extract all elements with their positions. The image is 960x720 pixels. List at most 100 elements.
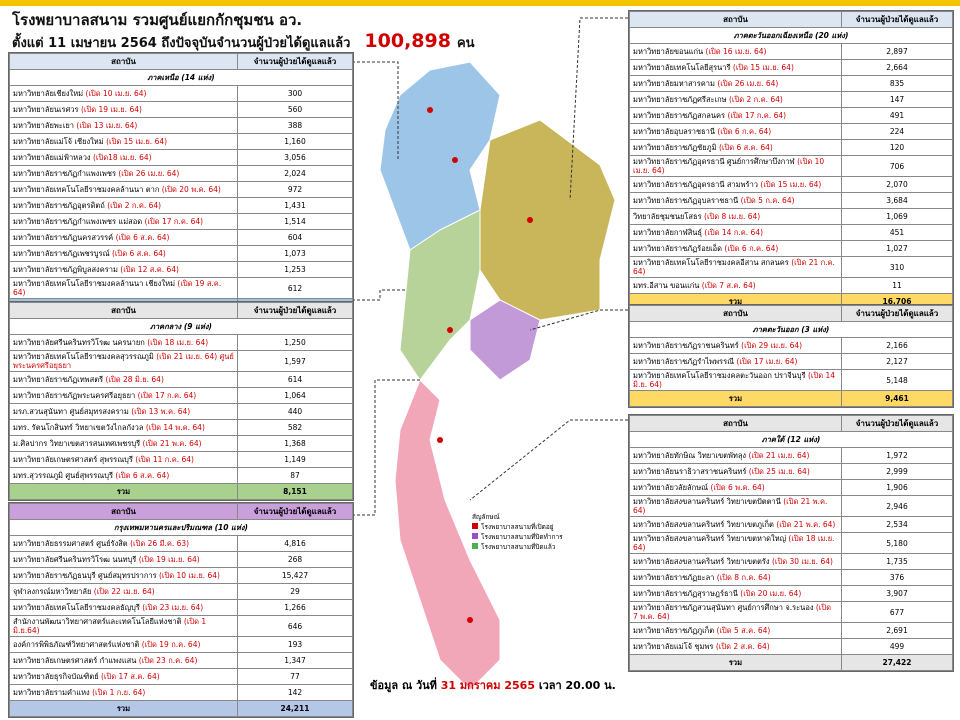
total-count: 100,898 (364, 30, 451, 52)
opened-date: (เปิด 1 มิ.ย.64) (13, 617, 207, 635)
patient-count: 1,069 (841, 208, 953, 225)
opened-date: (เปิด 17 ส.ค. 64) (101, 672, 160, 681)
patient-count: 1,073 (237, 245, 353, 262)
patient-count: 147 (841, 91, 953, 108)
opened-date: (เปิด 21 พ.ค. 64) (142, 439, 202, 448)
institution-name: มหาวิทยาลัยราชภัฏอุดรธานี สามพร้าว (633, 180, 758, 189)
header-cell: จำนวนผู้ป่วยได้ดูแลแล้ว (237, 53, 353, 70)
opened-date: (เปิด 8 ก.ค. 64) (716, 573, 771, 582)
row: มหาวิทยาลัยราชภัฏภูเก็ต (เปิด 5 ส.ค. 64)… (629, 622, 953, 639)
row: มหาวิทยาลัยราชภัฏพระนครศรีอยุธยา (เปิด 1… (9, 387, 353, 404)
institution-name: มหาวิทยาลัยราชภัฏยะลา (633, 573, 715, 582)
institution-name: มหาวิทยาลัยราชภัฏนครสวรรค์ (13, 233, 114, 242)
patient-count: 2,127 (841, 353, 953, 370)
patient-count: 604 (237, 229, 353, 246)
row: มหาวิทยาลัยเกษตรศาสตร์ กำแพงแสน (เปิด 23… (9, 652, 353, 669)
header-row: สถาบัน จำนวนผู้ป่วยได้ดูแลแล้ว (629, 11, 953, 28)
patient-count: 440 (237, 403, 353, 420)
patient-count: 310 (841, 256, 953, 278)
region-northeast (479, 119, 616, 321)
title: โรงพยาบาลสนาม รวมศูนย์แยกกักชุมชน อว. (12, 11, 303, 29)
region-row: ภาคกลาง (9 แห่ง) (9, 318, 353, 335)
institution-cell: มหาวิทยาลัยเชียงใหม่ (เปิด 10 เม.ย. 64) (9, 85, 238, 102)
total-row: รวม 27,422 (629, 654, 953, 671)
opened-date: (เปิด 8 เม.ย. 64) (704, 212, 761, 221)
patient-count: 142 (237, 684, 353, 701)
region-table: สถาบัน จำนวนผู้ป่วยได้ดูแลแล้ว ภาคตะวันออก… (628, 10, 954, 311)
region-name: ภาคตะวันออกเฉียงเหนือ (20 แห่ง) (629, 27, 953, 44)
institution-name: มหาวิทยาลัยธุรกิจบัณฑิตย์ (13, 672, 99, 681)
opened-date: (เปิด 6 พ.ค. 64) (710, 483, 765, 492)
opened-date: (เปิด 18 เม.ย. 64) (147, 338, 209, 347)
opened-date: (เปิด 23 ก.ค. 64) (138, 656, 198, 665)
table: สถาบัน จำนวนผู้ป่วยได้ดูแลแล้ว กรุงเทพมหาน… (9, 503, 353, 717)
patient-count: 2,070 (841, 176, 953, 193)
opened-date: (เปิด 21 เม.ย. 64) (748, 451, 810, 460)
region-name: ภาคกลาง (9 แห่ง) (9, 318, 353, 335)
row: องค์การพิพิธภัณฑ์วิทยาศาสตร์แห่งชาติ (เป… (9, 636, 353, 653)
region-central (399, 209, 481, 381)
institution-cell: มหาวิทยาลัยราชภัฏราชนครินทร์ (เปิด 29 เม… (629, 337, 842, 354)
institution-name: มหาวิทยาลัยเชียงใหม่ (13, 89, 84, 98)
row: มหาวิทยาลัยราชภัฏอุตรดิตถ์ (เปิด 2 ก.ค. … (9, 197, 353, 214)
institution-name: มหาวิทยาลัยราชภัฏอุดรธานี ศูนย์การศึกษาบ… (633, 157, 795, 166)
institution-name: มหาวิทยาลัยราชภัฏร้อยเอ็ด (633, 244, 723, 253)
institution-cell: มทร. รัตนโกสินทร์ วิทยาเขตวังไกลกังวล (เ… (9, 419, 238, 436)
opened-date: (เปิด 14 มิ.ย. 64) (633, 371, 836, 389)
row: มหาวิทยาลัยราชภัฏนครสวรรค์ (เปิด 6 ส.ค. … (9, 229, 353, 246)
footer-date: 31 มกราคม 2565 (440, 679, 535, 692)
patient-count: 582 (237, 419, 353, 436)
institution-name: มหาวิทยาลัยพะเยา (13, 121, 74, 130)
total-label: รวม (629, 390, 842, 407)
row: มหาวิทยาลัยเทคโนโลยีสุรนารี (เปิด 15 เม.… (629, 59, 953, 76)
total-label: รวม (9, 483, 238, 500)
patient-count: 1,160 (237, 133, 353, 150)
row: มหาวิทยาลัยเชียงใหม่ (เปิด 10 เม.ย. 64) 3… (9, 85, 353, 102)
row: มหาวิทยาลัยราชภัฏศรีสะเกษ (เปิด 2 ก.ค. 6… (629, 91, 953, 108)
opened-date: (เปิด 5 ก.ค. 64) (740, 196, 795, 205)
region-row: กรุงเทพมหานครและปริมณฑล (10 แห่ง) (9, 519, 353, 536)
row: มหาวิทยาลัยราชภัฏยะลา (เปิด 8 ก.ค. 64) 37… (629, 569, 953, 586)
opened-date: (เปิด 22 เม.ย. 64) (93, 587, 155, 596)
opened-date: (เปิด 13 เม.ย. 64) (76, 121, 138, 130)
patient-count: 2,534 (841, 516, 953, 533)
row: มหาวิทยาลัยราชภัฏอุบลราชธานี (เปิด 5 ก.ค… (629, 192, 953, 209)
subtitle: ตั้งแต่ 11 เมษายน 2564 ถึงปัจจุบันจำนวนผ… (12, 30, 475, 53)
row: มหาวิทยาลัยเทคโนโลยีราชมงคลตะวันออก ปราจ… (629, 369, 953, 391)
institution-name: มหาวิทยาลัยเกษตรศาสตร์ กำแพงแสน (13, 656, 137, 665)
institution-cell: จุฬาลงกรณ์มหาวิทยาลัย (เปิด 22 เม.ย. 64) (9, 583, 238, 600)
legend-item: โรงพยาบาลสนามที่ปิดทำการ (472, 532, 563, 542)
header-row: สถาบัน จำนวนผู้ป่วยได้ดูแลแล้ว (629, 415, 953, 432)
institution-name: มหาวิทยาลัยขอนแก่น (633, 47, 704, 56)
opened-date: (เปิด 6 ส.ค. 64) (718, 143, 773, 152)
opened-date: (เปิด 2 ส.ค. 64) (715, 642, 770, 651)
institution-cell: มหาวิทยาลัยแม่ฟ้าหลวง (เปิด18 เม.ย. 64) (9, 149, 238, 166)
institution-cell: มหาวิทยาลัยนเรศวร (เปิด 19 เม.ย. 64) (9, 101, 238, 118)
institution-name: มหาวิทยาลัยศรีนครินทรวิโรฒ นนทบุรี (13, 555, 137, 564)
patient-count: 5,148 (841, 369, 953, 391)
header-cell: จำนวนผู้ป่วยได้ดูแลแล้ว (237, 503, 353, 520)
institution-cell: มหาวิทยาลัยราชภัฏสวนสุนันทา ศูนย์การศึกษ… (629, 601, 842, 623)
institution-name: มหาวิทยาลัยราชภัฏธนบุรี ศูนย์สมุทรปราการ (13, 571, 157, 580)
region-row: ภาคตะวันออก (3 แห่ง) (629, 321, 953, 338)
row: มหาวิทยาลัยราชภัฏธนบุรี ศูนย์สมุทรปราการ… (9, 567, 353, 584)
opened-date: (เปิด 15 เม.ย. 64) (760, 180, 822, 189)
opened-date: (เปิด 10 เม.ย. 64) (633, 157, 825, 175)
patient-count: 2,897 (841, 43, 953, 60)
row: มหาวิทยาลัยราชภัฏสวนสุนันทา ศูนย์การศึกษ… (629, 601, 953, 623)
opened-date: (เปิด 20 พ.ค. 64) (161, 185, 221, 194)
opened-date: (เปิด 16 เม.ย. 64) (705, 47, 767, 56)
header-cell: จำนวนผู้ป่วยได้ดูแลแล้ว (237, 302, 353, 319)
table: สถาบัน จำนวนผู้ป่วยได้ดูแลแล้ว ภาคใต้ (12 … (629, 415, 953, 671)
patient-count: 1,266 (237, 599, 353, 616)
patient-count: 77 (237, 668, 353, 685)
opened-date: (เปิด 10 เม.ย. 64) (159, 571, 220, 580)
row: มหาวิทยาลัยราชภัฏกำแพงเพชร (เปิด 26 เม.ย… (9, 165, 353, 182)
row: มหาวิทยาลัยธุรกิจบัณฑิตย์ (เปิด 17 ส.ค. … (9, 668, 353, 685)
table: สถาบัน จำนวนผู้ป่วยได้ดูแลแล้ว ภาคตะวันออก… (629, 305, 953, 407)
institution-name: มทร.อีสาน ขอนแก่น (633, 281, 700, 290)
opened-date: (เปิด 6 ส.ค. 64) (111, 249, 166, 258)
row: มทร.อีสาน ขอนแก่น (เปิด 7 ส.ค. 64) 11 (629, 277, 953, 294)
opened-date: (เปิด 21 พ.ค. 64) (776, 520, 836, 529)
institution-name: มหาวิทยาลัยเทคโนโลยีราชมงคลสุวรรณภูมิ (13, 352, 154, 361)
